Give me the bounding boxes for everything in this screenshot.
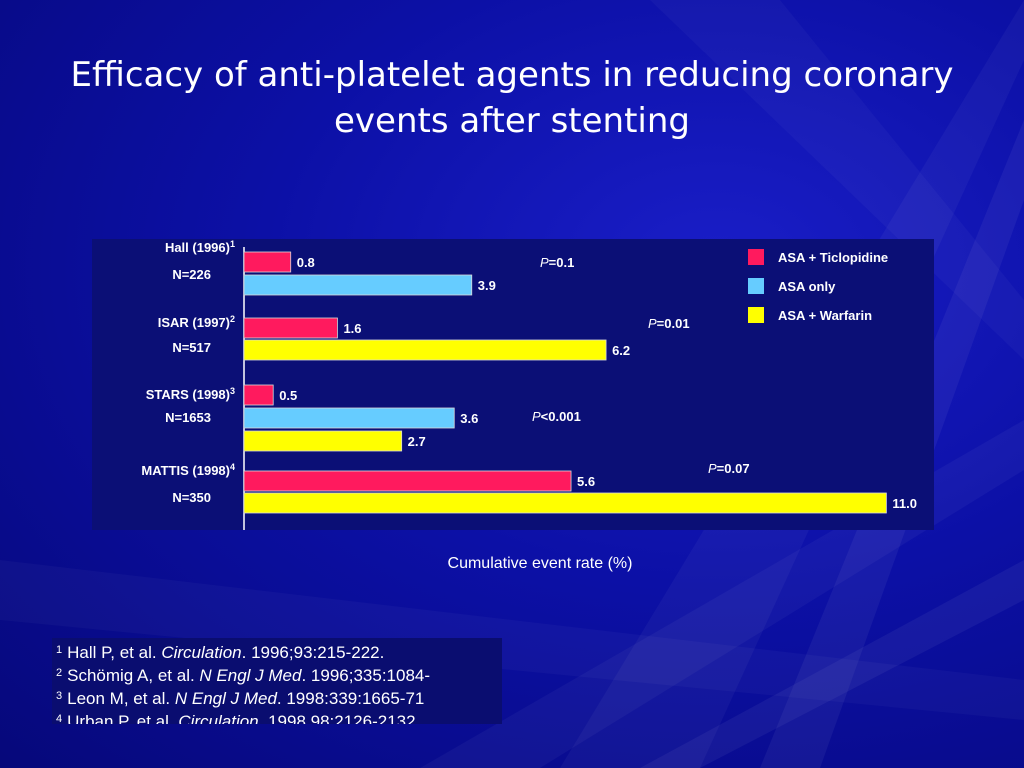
- study-label: MATTIS (1998)4: [141, 462, 235, 478]
- sample-size-label: N=226: [172, 267, 211, 282]
- references-box: 1 Hall P, et al. Circulation. 1996;93:215…: [52, 638, 502, 724]
- p-value-label: P=0.1: [540, 255, 574, 270]
- bar: [243, 430, 403, 452]
- data-label: 5.6: [577, 474, 595, 489]
- study-label: ISAR (1997)2: [158, 314, 235, 330]
- reference-item: 4 Urban P, et al. Circulation. 1998 98:21…: [56, 712, 421, 724]
- legend-label: ASA + Warfarin: [778, 308, 872, 323]
- study-label: STARS (1998)3: [146, 386, 235, 402]
- data-label: 0.8: [297, 255, 315, 270]
- sample-size-label: N=517: [172, 340, 211, 355]
- p-value-label: P=0.07: [708, 461, 750, 476]
- data-label: 1.6: [343, 321, 361, 336]
- legend-swatch: [748, 307, 764, 323]
- sample-size-label: N=1653: [165, 410, 211, 425]
- bar-chart: Hall (1996)1 N=226 0.8 3.9 P=0.1 ISAR (1997)2…: [141, 239, 917, 530]
- x-axis-label: Cumulative event rate (%): [447, 555, 633, 572]
- bar: [243, 339, 607, 361]
- bar: [243, 384, 274, 406]
- slide-title: Efficacy of anti-platelet agents in redu…: [0, 52, 1024, 144]
- legend-label: ASA only: [778, 279, 836, 294]
- bar: [243, 274, 473, 296]
- reference-item: 2 Schömig A, et al. N Engl J Med. 1996;33…: [56, 666, 431, 685]
- bar: [243, 492, 887, 514]
- bar: [243, 251, 292, 273]
- bar: [243, 407, 455, 429]
- reference-item: 1 Hall P, et al. Circulation. 1996;93:215…: [56, 643, 385, 662]
- data-label: 3.6: [460, 411, 478, 426]
- sample-size-label: N=350: [172, 490, 211, 505]
- title-line-2: events after stenting: [333, 101, 691, 141]
- legend-swatch: [748, 249, 764, 265]
- data-label: 11.0: [892, 496, 917, 511]
- bar: [243, 317, 338, 339]
- p-value-label: P<0.001: [532, 409, 581, 424]
- legend-label: ASA + Ticlopidine: [778, 250, 888, 265]
- p-value-label: P=0.01: [648, 316, 690, 331]
- legend-swatch: [748, 278, 764, 294]
- data-label: 0.5: [279, 388, 297, 403]
- reference-item: 3 Leon M, et al. N Engl J Med. 1998:339:1…: [56, 689, 425, 708]
- data-label: 2.7: [408, 434, 426, 449]
- data-label: 3.9: [478, 278, 496, 293]
- data-label: 6.2: [612, 343, 630, 358]
- title-line-1: Efficacy of anti-platelet agents in redu…: [70, 55, 954, 95]
- chart-panel: Hall (1996)1 N=226 0.8 3.9 P=0.1 ISAR (1997)2…: [92, 239, 934, 530]
- bar: [243, 470, 572, 492]
- study-label: Hall (1996)1: [165, 239, 235, 255]
